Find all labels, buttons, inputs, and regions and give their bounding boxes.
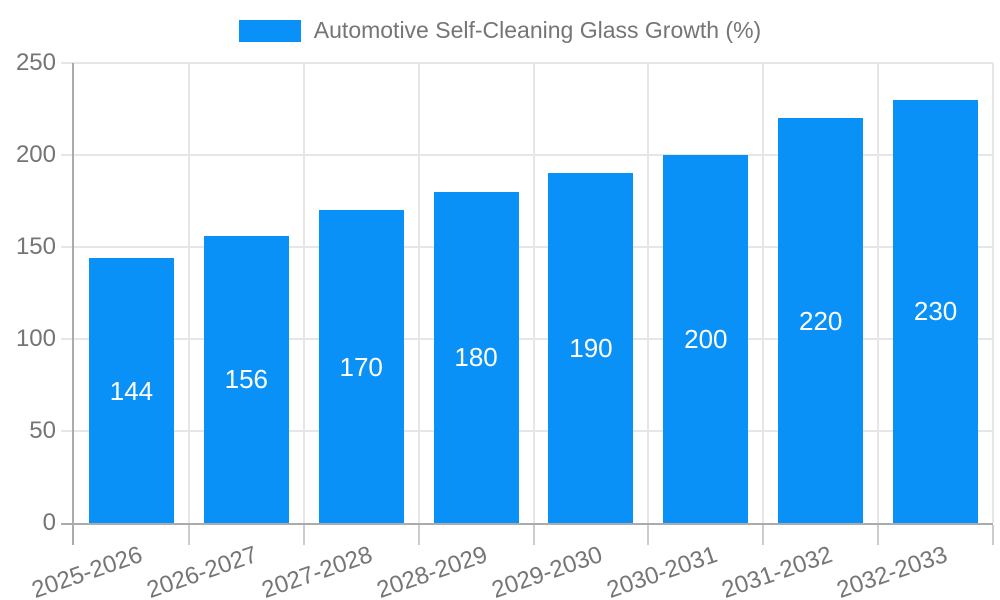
bar-value-label: 170 xyxy=(339,351,383,382)
y-tick xyxy=(61,430,74,432)
bar[interactable] xyxy=(663,155,749,523)
x-gridline xyxy=(877,63,880,523)
bar-value-label: 200 xyxy=(684,324,728,354)
y-tick xyxy=(61,246,74,248)
y-tick-label: 50 xyxy=(29,417,56,444)
y-tick-label: 0 xyxy=(42,509,56,536)
bar-value-label: 156 xyxy=(224,364,268,395)
x-tick xyxy=(877,525,880,545)
bar[interactable] xyxy=(778,118,864,523)
y-tick-label: 200 xyxy=(15,141,56,168)
x-tick xyxy=(187,525,190,545)
legend[interactable]: Automotive Self-Cleaning Glass Growth (%… xyxy=(0,17,1000,44)
legend-label: Automotive Self-Cleaning Glass Growth (%… xyxy=(313,17,762,43)
x-gridline xyxy=(992,63,994,523)
bar[interactable] xyxy=(893,99,979,523)
x-gridline xyxy=(762,63,765,523)
y-tick-label: 100 xyxy=(15,325,56,352)
x-tick xyxy=(302,525,305,545)
x-tick xyxy=(417,525,420,545)
x-gridline xyxy=(532,63,535,523)
bar-value-label: 230 xyxy=(913,296,958,327)
bar[interactable] xyxy=(88,258,174,523)
bar[interactable] xyxy=(548,173,634,523)
x-axis-line xyxy=(61,523,993,525)
x-tick xyxy=(992,525,994,545)
x-tick xyxy=(647,525,650,545)
bar-value-label: 180 xyxy=(454,342,498,373)
bar[interactable] xyxy=(203,235,289,523)
bar[interactable] xyxy=(318,210,404,523)
y-tick-label: 250 xyxy=(15,49,56,76)
x-tick xyxy=(532,525,535,545)
x-gridline xyxy=(187,63,190,523)
x-gridline xyxy=(647,63,650,523)
y-tick xyxy=(61,338,74,340)
legend-swatch xyxy=(238,19,301,42)
bar-value-label: 190 xyxy=(569,333,613,364)
bar[interactable] xyxy=(433,191,519,523)
x-gridline xyxy=(417,63,420,523)
x-gridline xyxy=(302,63,305,523)
x-tick xyxy=(762,525,765,545)
bar-value-label: 220 xyxy=(798,305,843,336)
y-tick-label: 150 xyxy=(15,233,56,260)
y-axis-line xyxy=(72,63,74,545)
bar-value-label: 144 xyxy=(109,375,154,406)
y-tick xyxy=(61,62,74,64)
y-tick xyxy=(61,154,74,156)
